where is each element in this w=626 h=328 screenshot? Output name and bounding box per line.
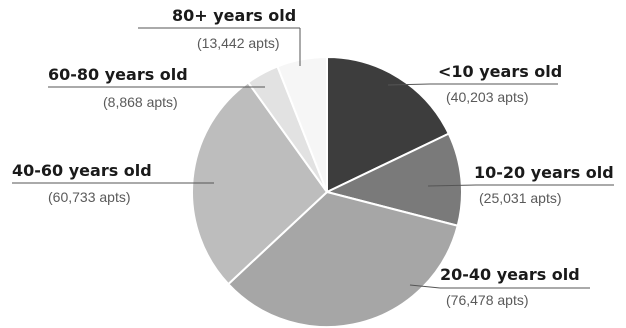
- count-10-20: (25,031 apts): [479, 190, 562, 206]
- count-60-80: (8,868 apts): [103, 94, 178, 110]
- pie-slice-40-60: [191, 81, 329, 286]
- count-80-plus: (13,442 apts): [197, 35, 280, 51]
- label-under-10: <10 years old: [438, 62, 562, 81]
- slice-labels: <10 years old (40,203 apts) 10-20 years …: [12, 6, 614, 308]
- label-40-60: 40-60 years old: [12, 161, 152, 180]
- label-80-plus: 80+ years old: [172, 6, 296, 25]
- label-60-80: 60-80 years old: [48, 65, 188, 84]
- pie-slice-under-10: [326, 55, 451, 194]
- label-10-20: 10-20 years old: [474, 163, 614, 182]
- label-20-40: 20-40 years old: [440, 265, 580, 284]
- count-40-60: (60,733 apts): [48, 189, 131, 205]
- pie-slice-10-20: [324, 132, 463, 227]
- count-under-10: (40,203 apts): [446, 89, 529, 105]
- pie-slices: [191, 55, 463, 328]
- pie-slice-20-40: [226, 190, 459, 328]
- pie-slice-80-plus: [276, 55, 328, 193]
- count-20-40: (76,478 apts): [446, 292, 529, 308]
- leader-lines: [12, 27, 614, 289]
